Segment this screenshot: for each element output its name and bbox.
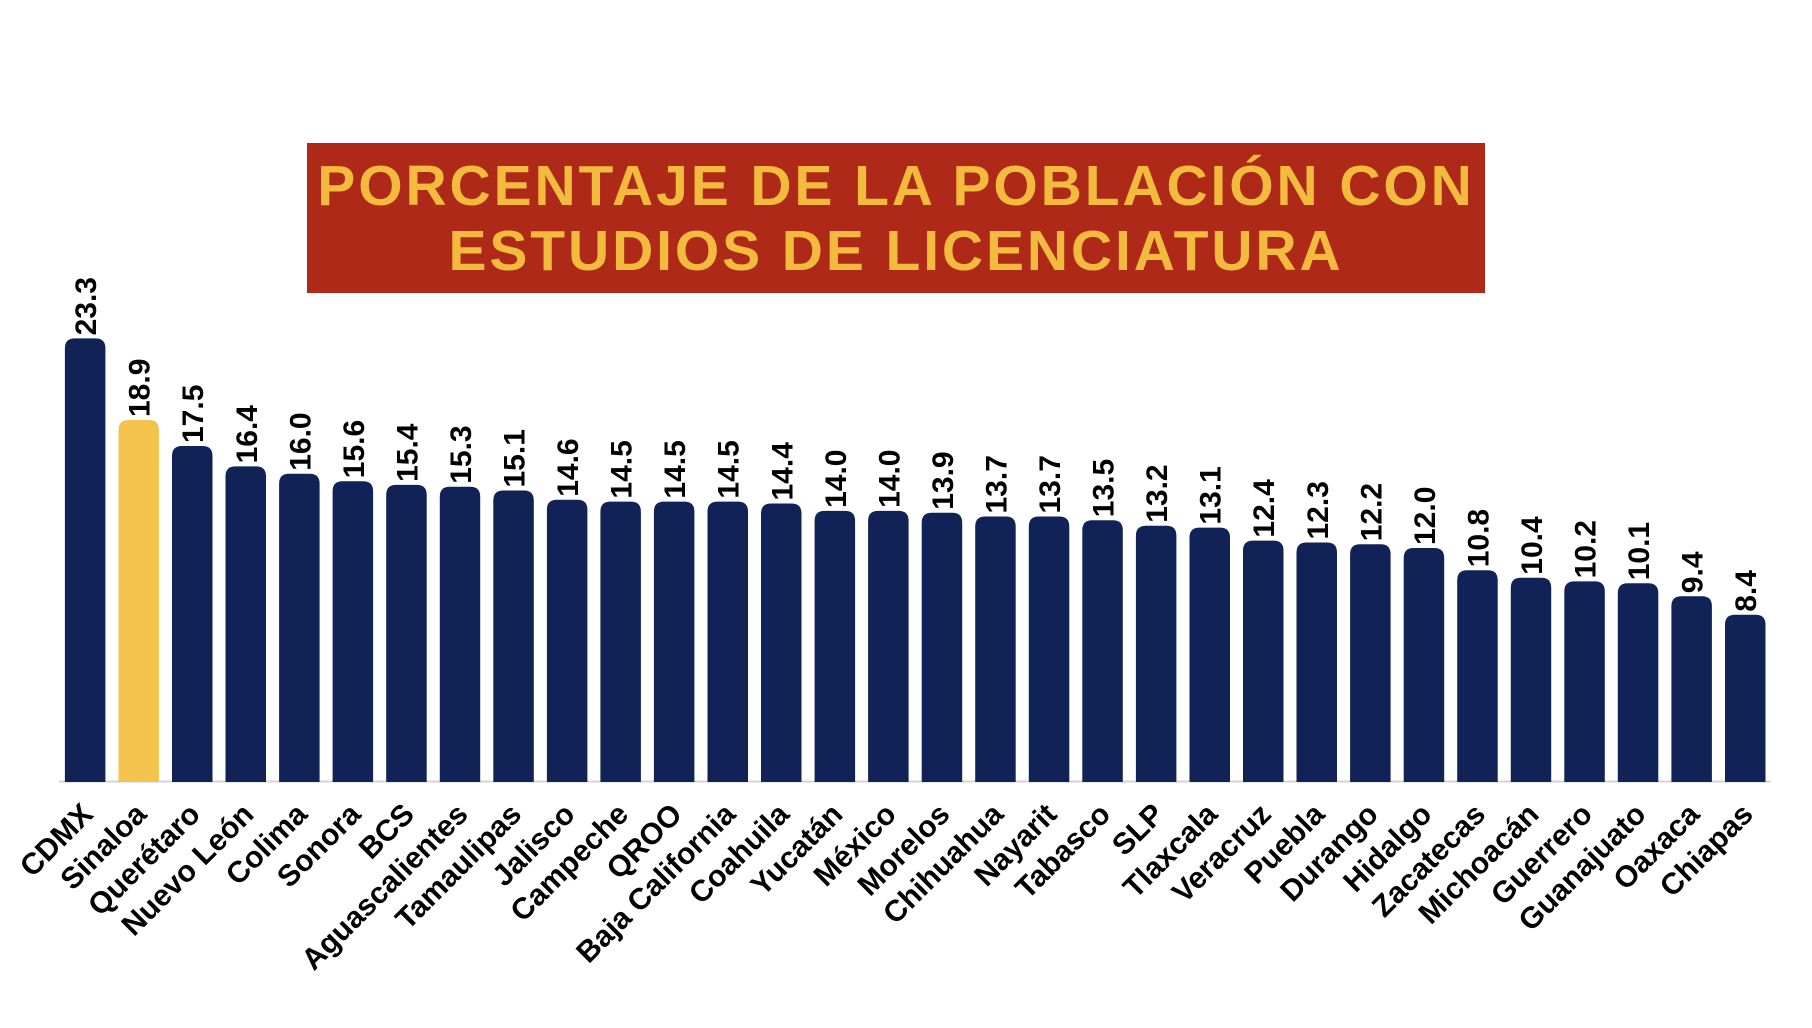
svg-text:15.3: 15.3 <box>445 425 478 483</box>
svg-text:10.1: 10.1 <box>1623 522 1656 580</box>
svg-text:16.4: 16.4 <box>231 405 264 464</box>
svg-text:12.4: 12.4 <box>1248 479 1281 538</box>
svg-text:15.6: 15.6 <box>338 420 371 478</box>
svg-text:13.2: 13.2 <box>1141 464 1174 522</box>
svg-text:ESTUDIOS DE LICENCIATURA: ESTUDIOS DE LICENCIATURA <box>448 219 1343 283</box>
svg-text:23.3: 23.3 <box>70 277 103 335</box>
svg-text:12.3: 12.3 <box>1302 481 1335 539</box>
svg-text:PORCENTAJE DE LA POBLACIÓN CON: PORCENTAJE DE LA POBLACIÓN CON <box>317 154 1474 218</box>
svg-text:18.9: 18.9 <box>124 359 157 417</box>
svg-text:14.5: 14.5 <box>713 440 746 498</box>
svg-text:13.7: 13.7 <box>981 455 1014 513</box>
svg-text:14.0: 14.0 <box>873 450 906 508</box>
svg-text:12.0: 12.0 <box>1409 487 1442 545</box>
svg-text:8.4: 8.4 <box>1730 570 1763 612</box>
svg-text:14.0: 14.0 <box>820 450 853 508</box>
svg-text:13.7: 13.7 <box>1034 455 1067 513</box>
svg-text:16.0: 16.0 <box>284 412 317 470</box>
svg-text:13.1: 13.1 <box>1195 466 1228 524</box>
svg-text:10.4: 10.4 <box>1516 516 1549 575</box>
svg-text:12.2: 12.2 <box>1355 483 1388 541</box>
svg-text:14.5: 14.5 <box>606 440 639 498</box>
svg-text:14.4: 14.4 <box>766 442 799 501</box>
svg-text:10.2: 10.2 <box>1570 520 1603 578</box>
svg-text:13.9: 13.9 <box>927 451 960 509</box>
svg-text:15.1: 15.1 <box>499 429 532 487</box>
svg-text:9.4: 9.4 <box>1677 551 1710 593</box>
svg-text:10.8: 10.8 <box>1463 509 1496 567</box>
svg-text:14.6: 14.6 <box>552 438 585 496</box>
svg-text:17.5: 17.5 <box>177 385 210 443</box>
svg-text:13.5: 13.5 <box>1088 459 1121 517</box>
svg-text:15.4: 15.4 <box>391 423 424 482</box>
svg-text:14.5: 14.5 <box>659 440 692 498</box>
